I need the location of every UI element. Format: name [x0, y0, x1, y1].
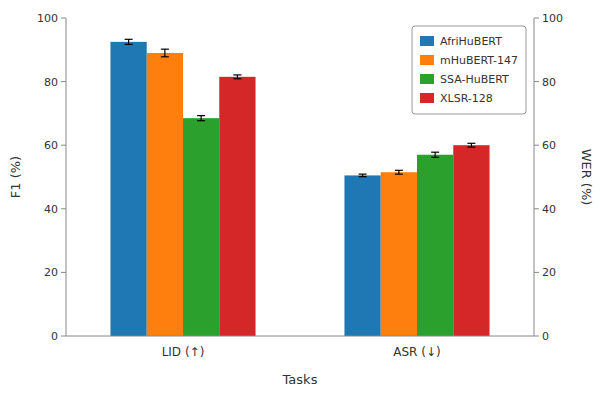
legend: AfriHuBERT mHuBERT-147 SSA-HuBERT XLSR-128 [412, 26, 526, 114]
error-bar-cap [125, 39, 133, 40]
y-tick-label: 0 [51, 330, 58, 343]
bar [381, 172, 417, 336]
y-axis-title: F1 (%) [8, 156, 23, 198]
y2-tick-label: 100 [542, 12, 563, 25]
legend-box [412, 26, 526, 114]
y2-axis-title: WER (%) [579, 149, 594, 206]
axes: 0 20 40 60 80 100 0 20 40 60 80 100 LID (↑) ASR (↓) [37, 12, 563, 359]
legend-swatch [420, 93, 434, 103]
y-tick [61, 81, 66, 82]
error-bar-cap [197, 120, 205, 121]
error-bar-cap [125, 44, 133, 45]
legend-label: SSA-HuBERT [440, 73, 509, 86]
error-bar-cap [161, 56, 169, 57]
error-bar-cap [431, 157, 439, 158]
error-bar [161, 49, 169, 57]
chart-container: 0 20 40 60 80 100 0 20 40 60 80 100 LID (↑) ASR (↓) Ta… [0, 0, 600, 398]
x-axis-title: Tasks [282, 372, 318, 387]
y-tick-label: 40 [44, 203, 58, 216]
y2-tick [534, 336, 539, 337]
y-tick [61, 272, 66, 273]
bar [417, 155, 453, 336]
y2-tick-label: 60 [542, 139, 556, 152]
y-tick-label: 20 [44, 266, 58, 279]
bar [219, 77, 255, 336]
y-tick-label: 100 [37, 12, 58, 25]
y-tick-label: 60 [44, 139, 58, 152]
y2-tick [534, 272, 539, 273]
error-bar-cap [467, 147, 475, 148]
x-axis-line [66, 336, 534, 337]
y2-tick-label: 80 [542, 76, 556, 89]
legend-label: mHuBERT-147 [440, 54, 518, 67]
error-bar-stem [201, 116, 202, 121]
error-bar-stem [128, 39, 129, 44]
error-bar [125, 39, 133, 44]
legend-label: AfriHuBERT [440, 35, 502, 48]
y-tick [61, 145, 66, 146]
error-bar-stem [164, 49, 165, 57]
error-bar [197, 116, 205, 121]
y2-tick [534, 18, 539, 19]
y2-tick [534, 81, 539, 82]
error-bar [359, 174, 367, 177]
bar [453, 145, 489, 336]
legend-swatch [420, 74, 434, 84]
y2-tick [534, 208, 539, 209]
bar [183, 118, 219, 336]
bar [110, 42, 146, 336]
error-bar [467, 143, 475, 147]
y-tick [61, 208, 66, 209]
y2-tick [534, 145, 539, 146]
bars [110, 39, 489, 336]
y-tick [61, 336, 66, 337]
y2-tick-label: 20 [542, 266, 556, 279]
y2-tick-label: 0 [542, 330, 549, 343]
error-bar-cap [197, 115, 205, 116]
chart-svg: 0 20 40 60 80 100 0 20 40 60 80 100 LID (↑) ASR (↓) Ta… [0, 0, 600, 398]
error-bar-cap [233, 74, 241, 75]
error-bar-cap [161, 49, 169, 50]
error-bar-cap [467, 143, 475, 144]
bar [147, 53, 183, 336]
error-bar-cap [233, 78, 241, 79]
y-axis-line [66, 18, 67, 336]
error-bar-stem [435, 152, 436, 157]
error-bar-cap [395, 170, 403, 171]
error-bar-cap [431, 152, 439, 153]
y-tick-label: 80 [44, 76, 58, 89]
x-tick-label: LID (↑) [162, 345, 205, 359]
y2-axis-line [534, 18, 535, 336]
error-bar-cap [359, 174, 367, 175]
bar [344, 175, 380, 336]
y-tick [61, 18, 66, 19]
error-bar-cap [359, 176, 367, 177]
error-bar [395, 170, 403, 174]
legend-swatch [420, 36, 434, 46]
legend-swatch [420, 55, 434, 65]
error-bar [431, 152, 439, 157]
x-tick-label: ASR (↓) [393, 345, 440, 359]
error-bar [233, 75, 241, 79]
legend-label: XLSR-128 [440, 92, 493, 105]
y2-tick-label: 40 [542, 203, 556, 216]
error-bar-cap [395, 174, 403, 175]
